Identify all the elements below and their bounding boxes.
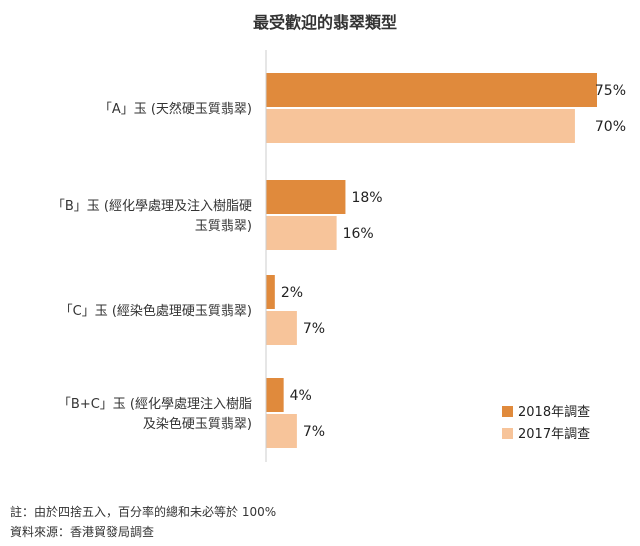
bar-2017-cat3 (266, 311, 297, 345)
value-label-2018-cat1: 75% (595, 83, 626, 99)
source-note: 資料來源：香港貿發局調查 (10, 525, 155, 539)
bar-2017-cat4 (266, 414, 297, 448)
value-label-2017-cat3: 7% (303, 321, 325, 337)
legend-label-2017: 2017年調查 (518, 427, 590, 442)
value-label-2018-cat3: 2% (281, 285, 303, 301)
bar-2018-cat1 (266, 73, 597, 107)
value-labels: 75% 70% 18% 16% 2% 7% 4% 7% (281, 83, 626, 440)
bar-2018-cat3 (266, 275, 275, 309)
legend: 2018年調查 2017年調查 (502, 405, 590, 442)
value-label-2017-cat4: 7% (303, 424, 325, 440)
footnote: 註：由於四捨五入，百分率的總和未必等於 100% (10, 505, 277, 519)
legend-label-2018: 2018年調查 (518, 405, 590, 420)
chart-title: 最受歡迎的翡翠類型 (253, 13, 397, 32)
category-label-1: 「A」玉 (天然硬玉質翡翠) (99, 101, 252, 117)
category-label-2-line1: 「B」玉 (經化學處理及注入樹脂硬 (52, 199, 252, 214)
category-label-4-line1: 「B+C」玉 (經化學處理注入樹脂 (58, 397, 252, 412)
bars-group (266, 73, 597, 448)
category-label-2-line2: 玉質翡翠) (195, 219, 252, 234)
bar-2017-cat2 (266, 216, 337, 250)
bar-2018-cat2 (266, 180, 346, 214)
category-label-4-line2: 及染色硬玉質翡翠) (143, 416, 252, 432)
value-label-2017-cat1: 70% (595, 119, 626, 135)
legend-swatch-2018 (502, 406, 513, 417)
value-label-2018-cat4: 4% (290, 388, 312, 404)
bar-2017-cat1 (266, 109, 575, 143)
bar-2018-cat4 (266, 378, 284, 412)
value-label-2017-cat2: 16% (343, 226, 374, 242)
legend-swatch-2017 (502, 428, 513, 439)
value-label-2018-cat2: 18% (351, 190, 382, 206)
category-label-3: 「C」玉 (經染色處理硬玉質翡翠) (60, 303, 252, 319)
